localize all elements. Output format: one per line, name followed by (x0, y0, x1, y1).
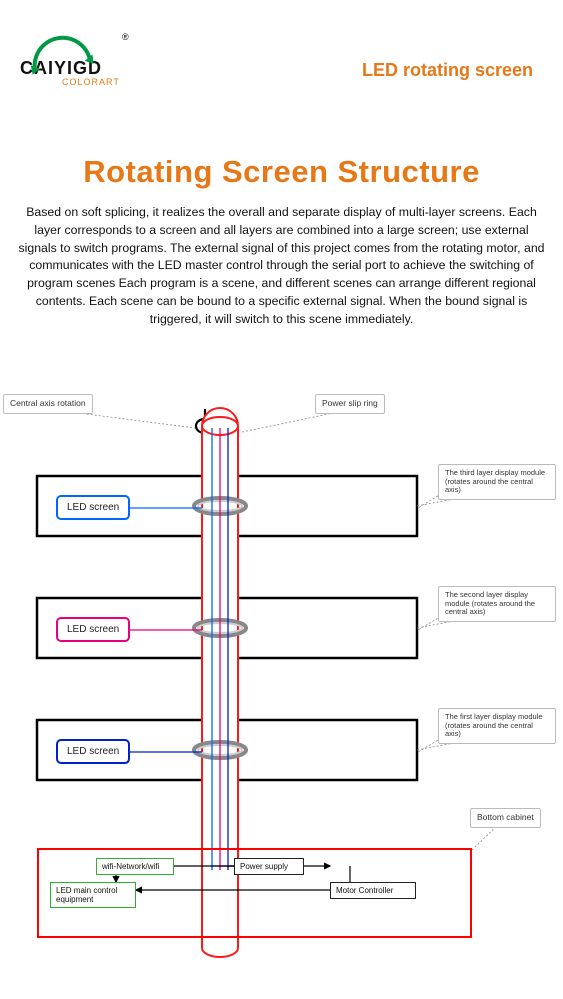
node-motor: Motor Controller (330, 882, 416, 899)
header: CAIYIGD COLORART ® LED rotating screen (0, 0, 563, 100)
logo: CAIYIGD COLORART (20, 40, 120, 87)
registered-icon: ® (122, 32, 129, 42)
node-wifi: wifi-Network/wifi (96, 858, 174, 875)
description: Based on soft splicing, it realizes the … (0, 190, 563, 329)
header-subtitle: LED rotating screen (362, 60, 533, 81)
logo-subtext: COLORART (62, 77, 120, 87)
callout-layer3: The third layer display module (rotates … (438, 464, 556, 500)
led-screen-label: LED screen (56, 739, 130, 764)
callout-power-slip: Power slip ring (315, 394, 385, 414)
callout-central-axis: Central axis rotation (3, 394, 93, 414)
callout-bottom: Bottom cabinet (470, 808, 541, 828)
node-power: Power supply (234, 858, 304, 875)
led-screen-label: LED screen (56, 617, 130, 642)
callout-layer2: The second layer display module (rotates… (438, 586, 556, 622)
node-led-main: LED main control equipment (50, 882, 136, 908)
callout-layer1: The first layer display module (rotates … (438, 708, 556, 744)
led-screen-label: LED screen (56, 495, 130, 520)
page-title: Rotating Screen Structure (0, 154, 563, 190)
